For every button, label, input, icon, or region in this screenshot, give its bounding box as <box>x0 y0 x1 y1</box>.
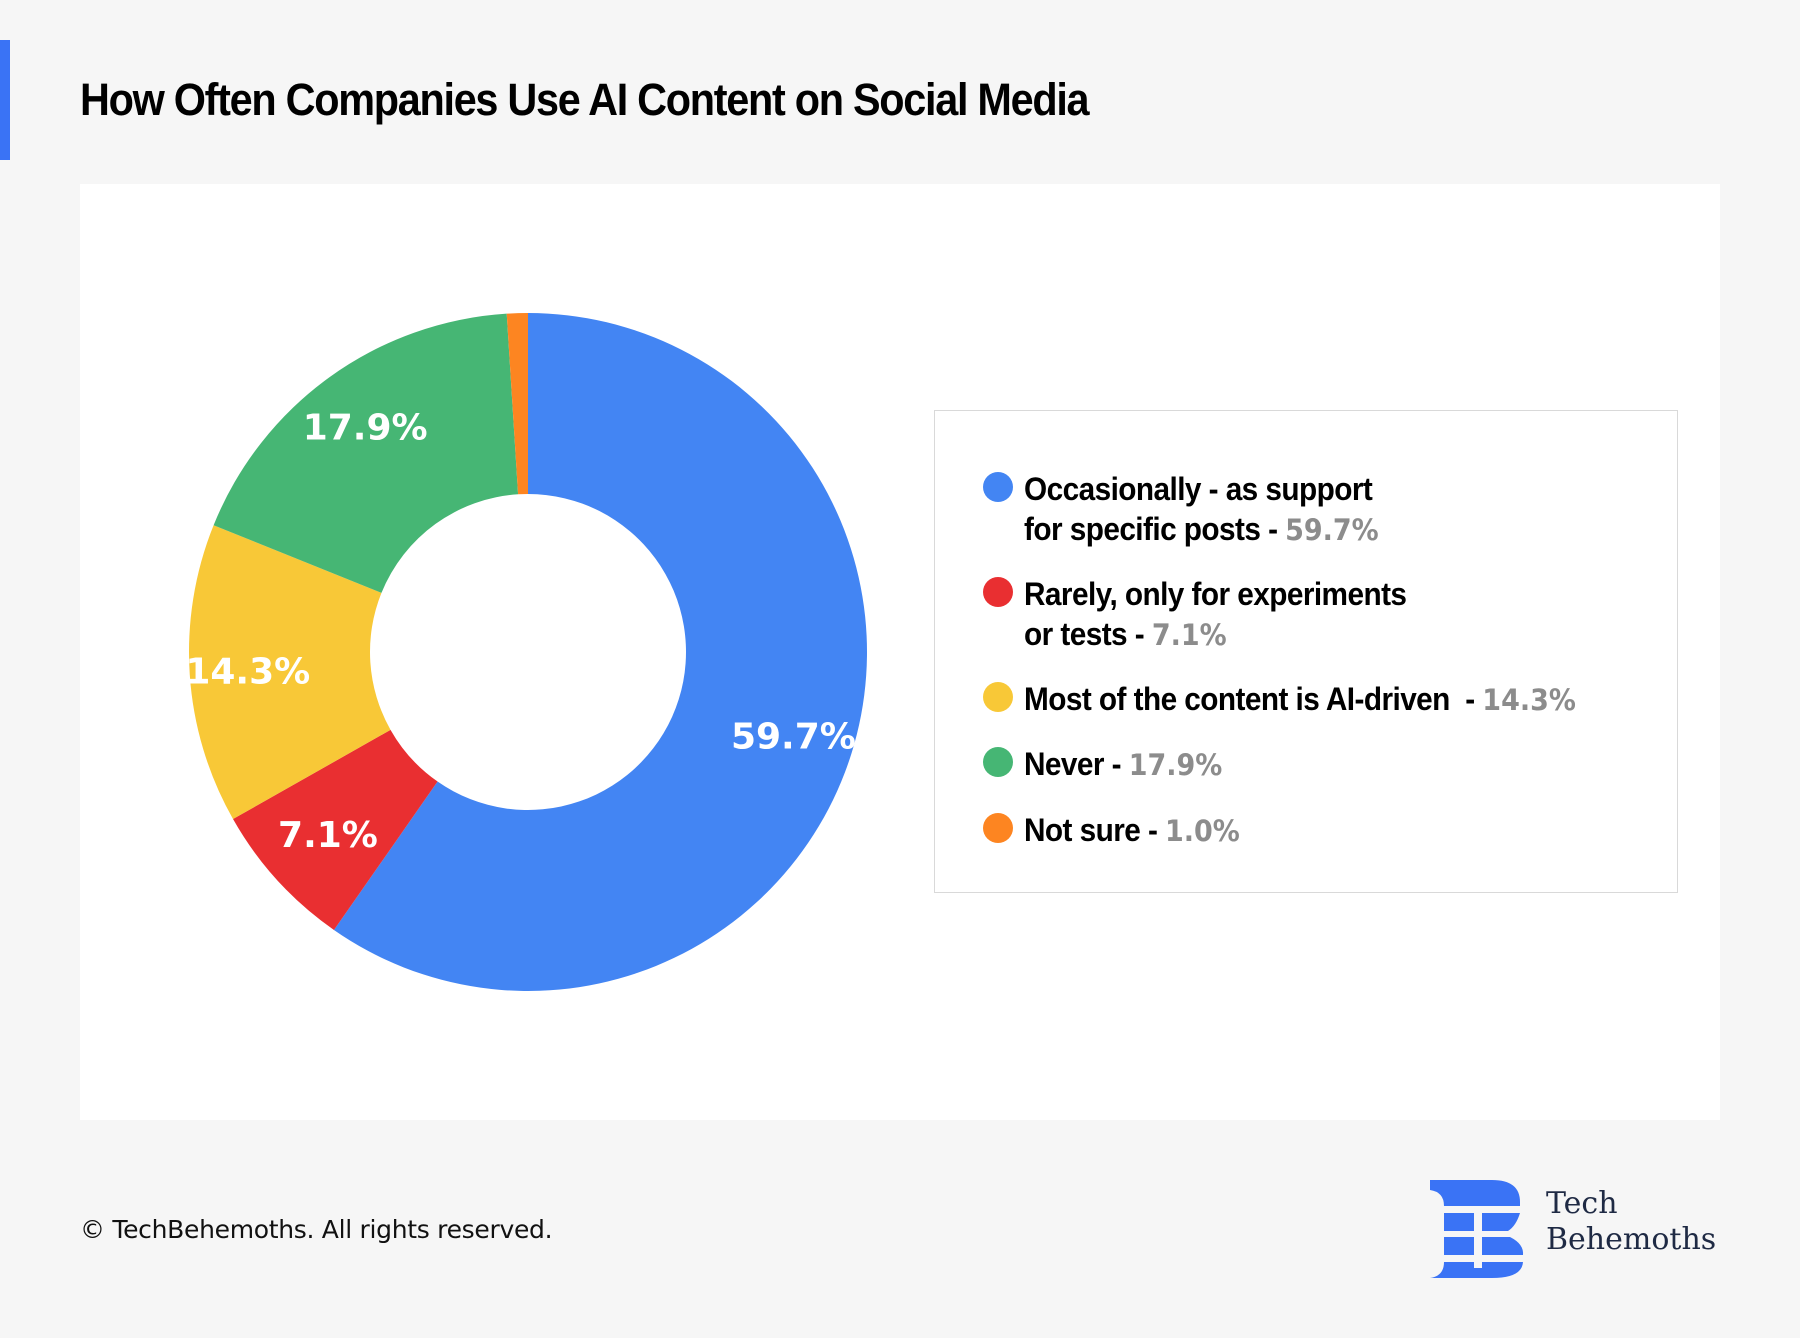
legend-value: 7.1% <box>1151 618 1227 652</box>
legend-dot-icon <box>983 747 1013 777</box>
legend-text: Occasionally - as support for specific p… <box>1024 469 1379 550</box>
legend-value: 59.7% <box>1285 513 1379 547</box>
legend-label: Occasionally - as support <box>1024 471 1373 507</box>
donut-slice-occasionally-as-support-for-specific-posts <box>333 313 868 991</box>
logo-line-tech: Tech <box>1546 1186 1618 1221</box>
legend-item-not-sure: Not sure - 1.0% <box>983 810 1256 851</box>
title-accent-bar <box>0 40 10 160</box>
legend-item-mostly-ai: Most of the content is AI-driven - 14.3% <box>983 679 1617 720</box>
legend-label-cont: for specific posts <box>1024 511 1261 547</box>
legend-item-never: Never - 17.9% <box>983 744 1237 785</box>
legend-text: Most of the content is AI-driven - 14.3% <box>1024 679 1576 720</box>
legend-label: Not sure <box>1024 812 1141 848</box>
copyright-text: © TechBehemoths. All rights reserved. <box>80 1215 553 1244</box>
legend-separator: - <box>1260 511 1286 547</box>
legend-label-cont: or tests <box>1024 616 1128 652</box>
legend-text: Never - 17.9% <box>1024 744 1222 785</box>
donut-slice-not-sure <box>506 313 528 495</box>
legend-item-occasionally: Occasionally - as support for specific p… <box>983 469 1405 550</box>
donut-slice-most-of-the-content-is-ai-driven <box>188 525 391 820</box>
legend-dot-icon <box>983 472 1013 502</box>
legend-dot-icon <box>983 813 1013 843</box>
techbehemoths-logo-icon <box>1430 1180 1524 1278</box>
logo-line-behemoths: Behemoths <box>1546 1222 1717 1257</box>
legend-text: Rarely, only for experiments or tests - … <box>1024 574 1407 655</box>
legend-dot-icon <box>983 682 1013 712</box>
legend-value: 1.0% <box>1165 814 1240 848</box>
legend-separator: - <box>1140 812 1166 848</box>
legend-separator: - <box>1103 746 1129 782</box>
donut-slice-rarely-only-for-experiments-or-tests <box>233 729 438 930</box>
legend-label: Most of the content is AI-driven <box>1024 681 1450 717</box>
logo-wordmark: Tech Behemoths <box>1546 1186 1716 1258</box>
legend-value: 17.9% <box>1128 748 1223 782</box>
legend-text: Not sure - 1.0% <box>1024 810 1240 851</box>
page-title: How Often Companies Use AI Content on So… <box>80 74 1090 125</box>
legend-label: Never <box>1024 746 1105 782</box>
legend-dot-icon <box>983 577 1013 607</box>
legend-separator: - <box>1127 616 1152 652</box>
chart-legend: Occasionally - as support for specific p… <box>934 410 1678 893</box>
legend-separator: - <box>1449 681 1483 717</box>
techbehemoths-logo: Tech Behemoths <box>1430 1180 1760 1280</box>
legend-value: 14.3% <box>1482 683 1576 717</box>
legend-label: Rarely, only for experiments <box>1024 576 1407 612</box>
donut-slice-never <box>213 313 519 593</box>
legend-item-rarely: Rarely, only for experiments or tests - … <box>983 574 1435 655</box>
